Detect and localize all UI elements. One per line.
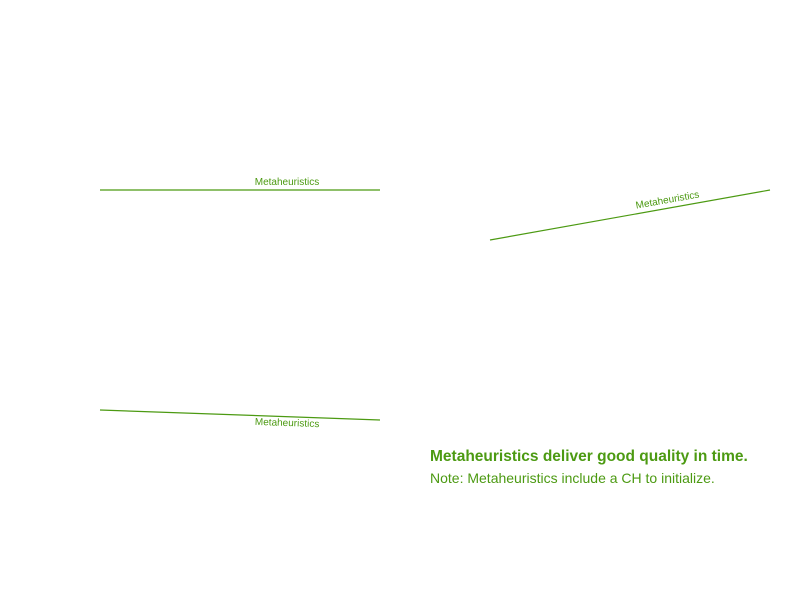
connector-3-line bbox=[99, 409, 381, 421]
connector-2-line bbox=[489, 189, 771, 241]
connector-1-label: Metaheuristics bbox=[255, 177, 319, 188]
caption-block: Metaheuristics deliver good quality in t… bbox=[430, 446, 800, 488]
connector-2: Metaheuristics bbox=[489, 189, 771, 241]
connector-3: Metaheuristics bbox=[99, 409, 381, 430]
connector-3-label: Metaheuristics bbox=[255, 417, 320, 430]
caption-title: Metaheuristics deliver good quality in t… bbox=[430, 448, 748, 465]
caption-note: Note: Metaheuristics include a CH to ini… bbox=[430, 470, 715, 486]
connector-1: Metaheuristics bbox=[100, 177, 380, 191]
